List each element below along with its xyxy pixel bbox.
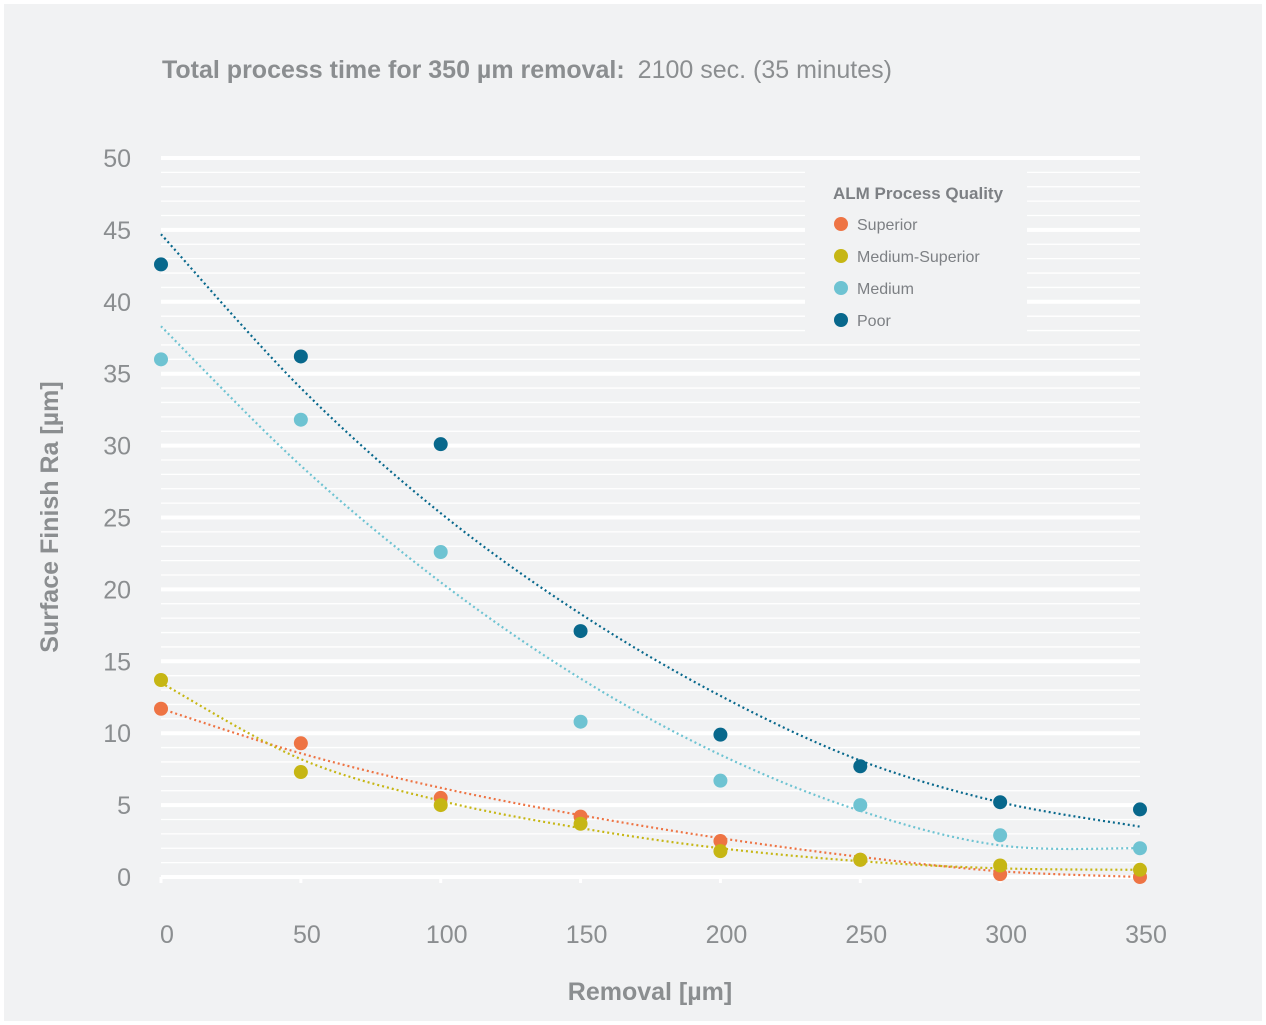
y-tick-label: 20 — [103, 576, 131, 604]
point-poor — [573, 624, 588, 639]
y-tick-label: 15 — [103, 648, 131, 676]
chart-title-bold: Total process time for 350 µm removal: — [162, 56, 625, 84]
x-tick-label: 300 — [985, 921, 1027, 949]
legend-marker-superior — [834, 217, 848, 231]
point-medium — [154, 352, 168, 367]
chart-title: Total process time for 350 µm removal: 2… — [162, 56, 892, 84]
legend-label-medium: Medium — [857, 281, 914, 298]
point-superior — [154, 701, 168, 716]
y-tick-label: 45 — [103, 217, 131, 245]
x-tick-label: 100 — [426, 921, 468, 949]
point-medium — [293, 412, 308, 427]
y-tick-label: 5 — [117, 792, 131, 820]
legend: ALM Process Quality Superior Medium-Super… — [805, 170, 1027, 338]
x-axis-label: Removal [µm] — [568, 978, 732, 1006]
legend-title: ALM Process Quality — [833, 184, 1004, 203]
legend-label-poor: Poor — [857, 313, 891, 330]
y-tick-label: 50 — [103, 145, 131, 173]
legend-label-medium-superior: Medium-Superior — [857, 249, 980, 266]
y-tick-label: 0 — [117, 864, 131, 892]
y-tick-label: 10 — [103, 720, 131, 748]
point-poor — [713, 727, 728, 742]
legend-marker-poor — [834, 313, 848, 327]
legend-marker-medium-superior — [834, 249, 848, 263]
x-tick-label: 350 — [1125, 921, 1167, 949]
chart-panel — [4, 4, 1262, 1021]
y-tick-label: 25 — [103, 505, 131, 533]
x-tick-label: 200 — [706, 921, 748, 949]
x-tick-label: 0 — [160, 921, 174, 949]
y-tick-label: 30 — [103, 433, 131, 461]
trendline-medium — [160, 325, 1141, 851]
point-medium-superior — [433, 798, 448, 813]
x-tick-label: 250 — [845, 921, 887, 949]
point-medium-superior — [154, 672, 168, 687]
point-poor — [1133, 802, 1147, 817]
point-medium-superior — [993, 858, 1008, 873]
point-poor — [993, 795, 1008, 810]
point-medium-superior — [293, 765, 308, 780]
point-medium-superior — [853, 852, 868, 867]
point-poor — [293, 349, 308, 364]
legend-label-superior: Superior — [857, 217, 918, 234]
legend-marker-medium — [834, 281, 848, 295]
point-medium-superior — [573, 816, 588, 831]
x-tick-label: 50 — [293, 921, 321, 949]
point-medium — [573, 714, 588, 729]
point-medium-superior — [1133, 862, 1147, 877]
data-points — [154, 257, 1147, 884]
y-axis-label: Surface Finish Ra [µm] — [36, 381, 64, 652]
point-medium — [1133, 841, 1147, 856]
point-superior — [293, 736, 308, 751]
point-superior — [713, 834, 728, 849]
trendline-medium-superior — [160, 681, 1141, 871]
point-medium — [853, 798, 868, 813]
x-tick-label: 150 — [566, 921, 608, 949]
trendlines — [160, 233, 1141, 879]
y-axis-ticks: 0 5 10 15 20 25 30 35 40 45 50 — [103, 145, 131, 892]
point-medium-superior — [713, 844, 728, 859]
y-tick-label: 40 — [103, 289, 131, 317]
x-axis-ticks: 0 50 100 150 200 250 300 350 — [160, 921, 1167, 949]
point-medium — [713, 773, 728, 788]
chart-title-rest: 2100 sec. (35 minutes) — [638, 56, 892, 84]
point-poor — [154, 257, 168, 272]
y-tick-label: 35 — [103, 361, 131, 389]
point-poor — [433, 437, 448, 452]
point-medium — [993, 828, 1008, 843]
grid — [159, 156, 1142, 883]
point-poor — [853, 759, 868, 774]
point-medium — [433, 545, 448, 560]
